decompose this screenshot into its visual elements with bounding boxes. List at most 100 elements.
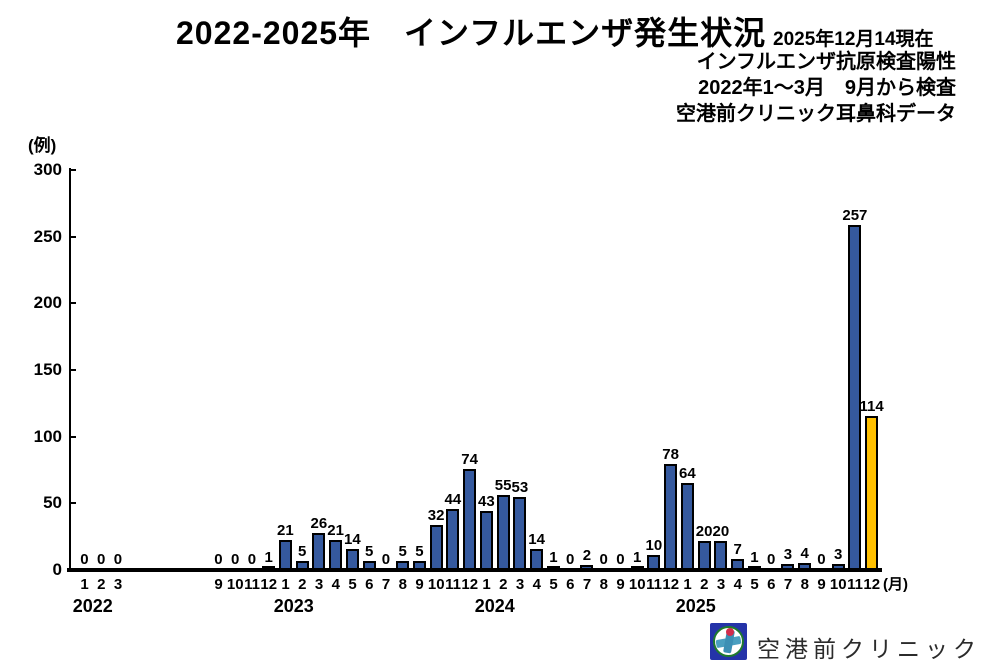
- bar-value-label: 20: [695, 523, 713, 541]
- bar-value-label: 5: [415, 543, 424, 561]
- bar-value-label: 0: [80, 551, 89, 568]
- logo-mascot-icon: [726, 628, 734, 636]
- bar-value-label: 74: [461, 451, 478, 469]
- month-label: 3: [716, 576, 726, 593]
- bar: [530, 549, 544, 570]
- year-label: 2025: [675, 596, 716, 616]
- bar: [429, 525, 443, 570]
- month-label: 10: [628, 576, 646, 593]
- bar: [262, 566, 276, 570]
- bar-value-label: 5: [297, 543, 307, 561]
- y-axis-tick: [71, 435, 76, 438]
- bar-value-label: 0: [230, 551, 240, 568]
- plot-area: 0 0 0 0 0 0 1 21 5 26 21 14 5 0 5 5 32 44 74 43 55 53 14 1 0 2 0 0 1…: [70, 170, 900, 570]
- y-axis-tick: [71, 369, 76, 371]
- month-label: 6: [566, 576, 575, 593]
- month-label: 10: [427, 576, 445, 593]
- month-label: 11: [445, 576, 461, 593]
- bar-value-label: 20: [712, 523, 730, 541]
- month-label: 7: [381, 576, 391, 593]
- month-label: 5: [549, 576, 558, 593]
- bar: [312, 533, 326, 570]
- bar-value-label: 0: [616, 551, 625, 568]
- year-label: 2022: [72, 596, 113, 616]
- bar: [714, 541, 728, 570]
- bar-value-label: 0: [817, 551, 826, 568]
- bar: [848, 225, 862, 570]
- month-label: 5: [750, 576, 759, 593]
- y-axis-tick: [71, 169, 76, 171]
- month-label: 6: [767, 576, 776, 593]
- bar-value-label: 64: [679, 464, 696, 482]
- bar: [412, 561, 426, 570]
- bar: [513, 497, 527, 570]
- bar-value-label: 1: [750, 548, 759, 566]
- bar: [697, 541, 711, 570]
- bar: [647, 554, 661, 570]
- bar-value-label: 5: [398, 543, 407, 561]
- bar-value-label: 1: [632, 548, 642, 566]
- bar-value-label: 114: [859, 398, 884, 415]
- bar: [580, 565, 594, 570]
- bar: [496, 494, 510, 570]
- month-label: 8: [398, 576, 407, 593]
- month-label: 12: [863, 576, 881, 593]
- month-label: 7: [582, 576, 592, 593]
- chart-notes: インフルエンザ抗原検査陽性 2022年1～3月 9月から検査 空港前クリニック耳…: [676, 49, 956, 127]
- clinic-name: 空港前クリニック: [757, 636, 981, 662]
- bar-value-label: 4: [800, 544, 809, 562]
- bar: [546, 566, 560, 570]
- bar-value-label: 21: [277, 522, 294, 539]
- month-label: 2: [97, 576, 106, 593]
- bar-value-label: 14: [344, 531, 361, 549]
- bar-value-label: 0: [766, 551, 776, 568]
- y-axis-tick-label: 150: [33, 360, 62, 379]
- clinic-logo-icon: [710, 623, 747, 660]
- month-label: 7: [783, 576, 793, 593]
- bar-value-label: 32: [427, 507, 445, 525]
- bar: [396, 561, 410, 570]
- y-axis: [69, 168, 71, 571]
- bar: [362, 561, 376, 570]
- month-label: 9: [817, 576, 826, 593]
- month-label: 2: [499, 576, 508, 593]
- month-label: 4: [733, 576, 742, 593]
- month-label: 12: [260, 576, 278, 593]
- x-axis-labels: 1 2 3 2022 9 10 11 12 1 2 3 4 5 6 7 8 9 10 11 12 2023 1 2 3 4 5 6 7…: [70, 577, 1000, 627]
- note-antigen-test: インフルエンザ抗原検査陽性: [696, 51, 956, 73]
- bar-value-label: 21: [327, 522, 344, 539]
- bar-value-label: 3: [833, 546, 843, 563]
- bar: [630, 566, 644, 570]
- month-label: 10: [226, 576, 244, 593]
- bar: [680, 482, 694, 570]
- bar-value-label: 0: [113, 551, 123, 568]
- y-axis-tick-label: 100: [33, 426, 62, 446]
- month-label: 8: [599, 576, 608, 593]
- bar-value-label: 2: [582, 547, 592, 565]
- bar: [731, 558, 745, 570]
- month-label: 11: [646, 576, 662, 593]
- bar-value-label: 53: [511, 479, 529, 497]
- bar-value-label: 7: [733, 540, 742, 558]
- bar-value-label: 55: [494, 476, 512, 494]
- y-axis-tick-label: 300: [33, 160, 62, 179]
- y-axis-tick-label: 250: [33, 226, 62, 246]
- year-label: 2024: [474, 596, 515, 616]
- month-label: 11: [847, 576, 863, 593]
- bar: [278, 540, 292, 570]
- y-axis-tick: [71, 569, 76, 571]
- bar-value-label: 26: [310, 515, 328, 533]
- year-label: 2023: [273, 596, 314, 616]
- month-label: 2: [700, 576, 709, 593]
- as-of-date: 2025年12月14現在: [773, 29, 934, 50]
- month-label: 10: [829, 576, 847, 593]
- month-label: 4: [532, 576, 541, 593]
- bar-value-label: 3: [783, 546, 793, 563]
- month-label: 12: [461, 576, 479, 593]
- bar: [664, 464, 678, 570]
- month-label: 3: [113, 576, 123, 593]
- y-axis-tick-label: 50: [43, 493, 62, 513]
- bar-value-label: 1: [549, 548, 558, 566]
- bar: [781, 564, 795, 570]
